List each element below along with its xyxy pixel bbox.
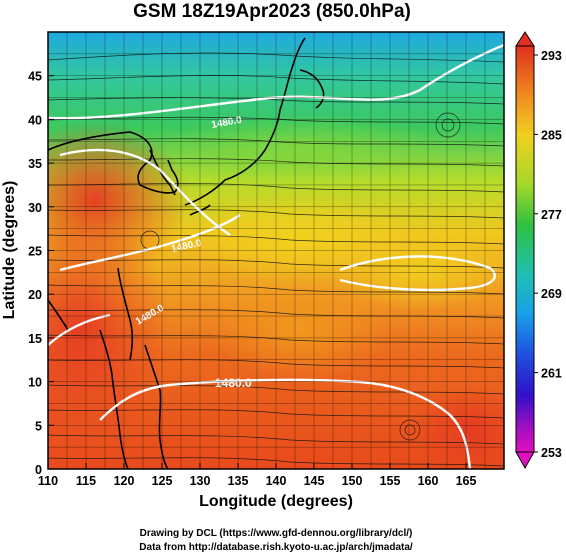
y-tick-label: 45: [28, 70, 42, 84]
colorbar-tick-label: 253: [541, 446, 562, 460]
colorbar-tick-label: 261: [541, 367, 562, 381]
colorbar-scale: [515, 45, 535, 453]
colorbar-tick-label: 285: [541, 128, 562, 142]
coast-honshu: [184, 37, 306, 206]
coast-hokkaido: [299, 69, 325, 109]
x-axis-label: Longitude (degrees): [199, 493, 353, 510]
x-tick-label: 165: [456, 474, 477, 488]
x-tick-label: 125: [152, 474, 173, 488]
y-tick-label: 30: [28, 201, 42, 215]
x-tick-label: 155: [380, 474, 401, 488]
x-tick-label: 160: [418, 474, 439, 488]
contour-sw: [48, 313, 111, 346]
x-tick-label: 115: [76, 474, 96, 488]
contour-east-china: [59, 148, 231, 236]
x-tick-label: 130: [190, 474, 211, 488]
y-tick-label: 35: [28, 157, 42, 171]
y-axis: 0 5 10 15 20 25 30 35 40 45: [28, 70, 54, 477]
chart-title: GSM 18Z19Apr2023 (850.0hPa): [133, 1, 411, 22]
x-tick-label: 135: [228, 474, 249, 488]
colorbar-top-arrow: [515, 31, 535, 47]
y-tick-label: 10: [28, 376, 42, 390]
x-tick-label: 120: [114, 474, 135, 488]
x-axis: 110 115 120 125 130 135 140 145 150 155 160 165: [38, 463, 477, 488]
contour-high: [339, 255, 496, 292]
y-tick-label: 25: [28, 245, 42, 259]
colorbar-tick-label: 293: [541, 49, 562, 63]
contour-label: 1480.0: [215, 376, 252, 390]
coast-south-china: [48, 299, 69, 331]
y-tick-label: 40: [28, 113, 42, 127]
wind-streamlines: [48, 52, 504, 467]
x-tick-label: 150: [342, 474, 363, 488]
x-tick-label: 145: [304, 474, 325, 488]
y-axis-label: Latitude (degrees): [1, 181, 18, 320]
y-tick-label: 20: [28, 288, 42, 302]
colorbar-bottom-arrow: [515, 451, 535, 470]
contour-label: 1480.0: [211, 115, 243, 131]
coast-philippines-east: [144, 344, 169, 469]
x-tick-label: 110: [38, 474, 58, 488]
contour-west-pacific: [59, 214, 241, 272]
grid-lines: [47, 32, 504, 470]
colorbar-tick-label: 269: [541, 287, 562, 301]
colorbar: 293 285 277 269 261 253: [515, 31, 562, 470]
credit-line-1: Drawing by DCL (https://www.gfd-dennou.o…: [140, 528, 413, 539]
y-tick-label: 0: [35, 463, 42, 477]
colorbar-tick-label: 277: [541, 208, 562, 222]
coast-taiwan-east: [117, 267, 134, 361]
x-tick-label: 140: [266, 474, 287, 488]
credit-line-2: Data from http://database.rish.kyoto-u.a…: [139, 542, 413, 553]
y-tick-label: 15: [28, 332, 42, 346]
y-tick-label: 5: [35, 419, 42, 433]
